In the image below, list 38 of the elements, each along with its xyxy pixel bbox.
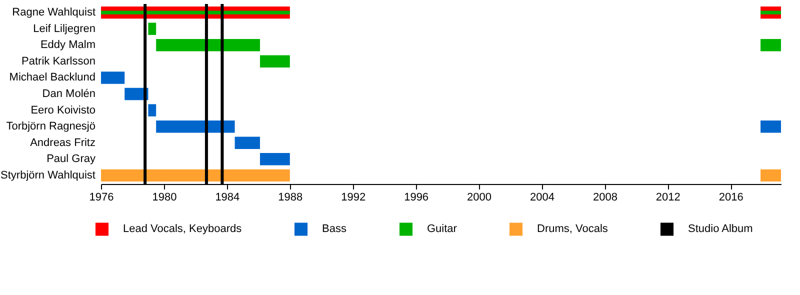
bar xyxy=(760,120,781,133)
bar xyxy=(156,120,235,133)
legend-label: Guitar xyxy=(427,223,458,236)
bar xyxy=(156,39,260,52)
x-tick-label: 1984 xyxy=(215,192,240,204)
y-tick-label: Leif Liljegren xyxy=(33,22,96,35)
x-tick-label: 2000 xyxy=(467,192,492,204)
legend-label: Lead Vocals, Keyboards xyxy=(123,223,242,236)
y-tick-label: Torbjörn Ragnesjö xyxy=(6,120,96,133)
bar xyxy=(101,72,125,84)
x-tick-label: 2016 xyxy=(718,192,744,204)
x-tick-label: 2012 xyxy=(656,192,680,204)
bar xyxy=(148,104,156,116)
bar xyxy=(234,136,260,149)
legend-label: Bass xyxy=(322,223,347,236)
bar xyxy=(101,169,290,182)
x-tick-label: 1976 xyxy=(89,192,114,204)
bar xyxy=(148,22,156,35)
y-tick-label: Paul Gray xyxy=(46,153,96,166)
x-tick-label: 1980 xyxy=(152,192,177,204)
x-tick-label: 1992 xyxy=(341,192,366,204)
y-tick-label: Eddy Malm xyxy=(40,39,96,52)
y-tick-label: Dan Molén xyxy=(42,88,96,100)
y-tick-label: Ragne Wahlquist xyxy=(12,6,96,19)
y-tick-label: Michael Backlund xyxy=(9,72,96,84)
bar xyxy=(760,169,781,182)
legend-label: Studio Album xyxy=(688,223,753,236)
bar xyxy=(260,153,290,166)
y-tick-label: Patrik Karlsson xyxy=(22,55,96,68)
y-tick-label: Eero Koivisto xyxy=(30,104,96,116)
x-tick-label: 1988 xyxy=(278,192,303,204)
bar xyxy=(260,55,290,68)
legend-label: Drums, Vocals xyxy=(537,223,608,236)
x-tick-label: 2008 xyxy=(592,192,618,204)
y-tick-label: Andreas Fritz xyxy=(30,136,96,149)
y-tick-label: Styrbjörn Wahlquist xyxy=(0,169,96,182)
x-tick-label: 1996 xyxy=(404,192,429,204)
x-tick-label: 2004 xyxy=(530,192,554,204)
